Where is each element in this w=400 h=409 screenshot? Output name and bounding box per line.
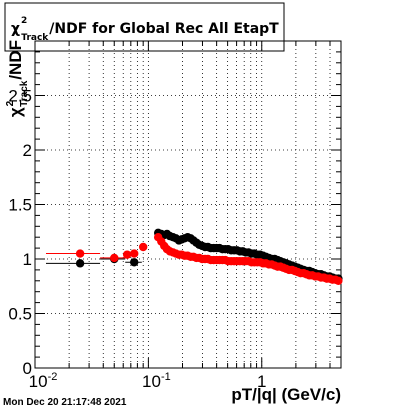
data-point: [75, 259, 85, 268]
data-point: [130, 249, 139, 258]
series-black: [45, 228, 343, 283]
data-point: [75, 249, 85, 258]
y-axis-title: χ2 Track/NDF: [5, 40, 30, 117]
y-tick-label: 1: [23, 250, 32, 269]
y-tick-label: 2.5: [8, 87, 32, 106]
series-layer: [45, 228, 343, 285]
data-point: [334, 276, 343, 285]
data-point: [138, 242, 148, 252]
x-tick-label: 1: [257, 372, 266, 391]
axis-ticks: [34, 40, 342, 369]
y-tick-label: 0.5: [8, 305, 32, 324]
x-axis-title: pT/|q| (GeV/c): [231, 385, 341, 404]
data-point: [122, 250, 132, 259]
y-tick-label: 1.5: [8, 196, 32, 215]
title-box-frame: [4, 2, 285, 52]
timestamp: Mon Dec 20 21:17:48 2021: [3, 397, 127, 408]
y-tick-labels: 0 0.5 1 1.5 2 2.5: [8, 87, 32, 379]
x-tick-label: 10-2: [29, 371, 58, 391]
data-point: [110, 253, 119, 263]
title-box: χ2 Track/NDF for Global Rec All EtapT: [4, 2, 285, 52]
x-tick-label: 10-1: [142, 371, 171, 391]
chart-title: χ2 Track/NDF for Global Rec All EtapT: [11, 16, 279, 43]
y-tick-label: 2: [23, 141, 32, 160]
data-point: [130, 258, 139, 267]
series-red: [45, 233, 343, 285]
x-tick-labels: 10-2 10-1 1: [29, 371, 267, 391]
y-tick-label: 0: [23, 359, 32, 378]
